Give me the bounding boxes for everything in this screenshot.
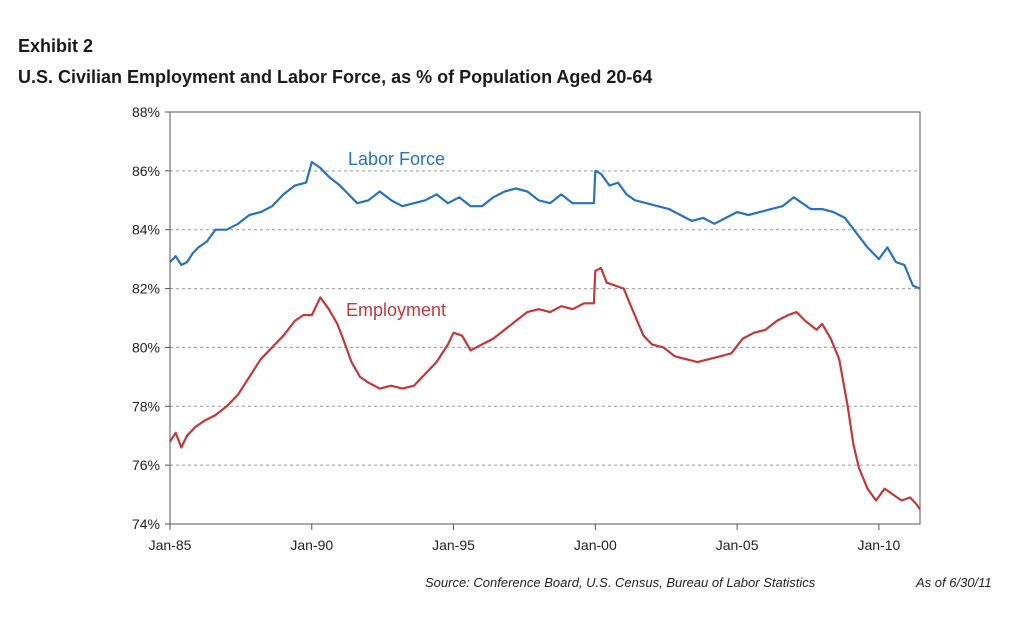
series-line-labor-force bbox=[169, 160, 921, 290]
exhibit-label: Exhibit 2 bbox=[18, 36, 94, 56]
series-label-employment: Employment bbox=[346, 300, 446, 320]
x-tick-label: Jan-10 bbox=[857, 537, 900, 553]
y-axis-ticks: 74% 76% 78% 80% 82% 84% 86% 88% bbox=[132, 104, 170, 532]
y-tick-label: 82% bbox=[132, 281, 160, 297]
y-tick-label: 80% bbox=[132, 339, 160, 355]
y-tick-label: 84% bbox=[132, 222, 160, 238]
gridlines bbox=[170, 170, 920, 466]
y-tick-label: 76% bbox=[132, 457, 160, 473]
x-axis-ticks: Jan-85 Jan-90 Jan-95 Jan-00 Jan-05 Jan-10 bbox=[149, 524, 900, 553]
x-tick-label: Jan-05 bbox=[716, 537, 759, 553]
series-line-employment bbox=[169, 266, 921, 510]
x-tick-label: Jan-95 bbox=[432, 537, 475, 553]
x-tick-label: Jan-85 bbox=[149, 537, 192, 553]
x-tick-label: Jan-00 bbox=[574, 537, 617, 553]
y-tick-label: 74% bbox=[132, 516, 160, 532]
y-tick-label: 88% bbox=[132, 104, 160, 120]
as-of-date: As of 6/30/11 bbox=[916, 575, 992, 590]
chart-title: U.S. Civilian Employment and Labor Force… bbox=[18, 67, 653, 87]
x-tick-label: Jan-90 bbox=[290, 537, 333, 553]
series-lines bbox=[169, 160, 921, 510]
y-tick-label: 78% bbox=[132, 398, 160, 414]
y-tick-label: 86% bbox=[132, 163, 160, 179]
series-labels: Labor Force Employment bbox=[346, 149, 446, 320]
series-label-labor-force: Labor Force bbox=[348, 149, 445, 169]
plot-frame bbox=[169, 111, 921, 525]
source-note: Source: Conference Board, U.S. Census, B… bbox=[425, 575, 816, 590]
